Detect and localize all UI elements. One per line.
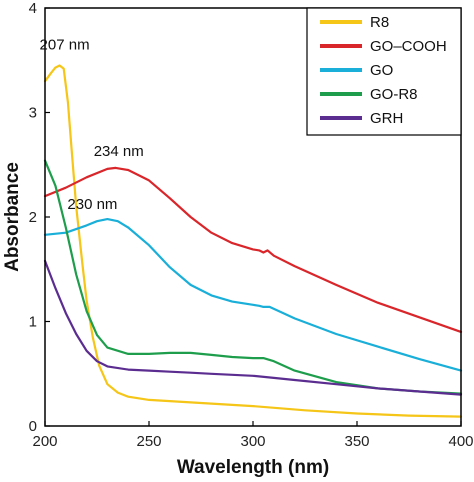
x-tick-label: 400 [448, 433, 473, 450]
peak-annotation: 207 nm [40, 36, 90, 53]
series-line-3 [43, 159, 463, 395]
series-line-1 [43, 166, 463, 333]
legend-label-2: GO [370, 62, 393, 79]
y-tick-label: 0 [29, 418, 37, 435]
legend-label-4: GRH [370, 110, 403, 127]
series-line-2 [43, 218, 463, 372]
legend-label-1: GO–COOH [370, 38, 447, 55]
y-tick-label: 1 [29, 314, 37, 331]
peak-annotation: 234 nm [94, 143, 144, 160]
legend-label-0: R8 [370, 14, 389, 31]
legend-label-3: GO-R8 [370, 86, 418, 103]
series-line-4 [43, 259, 463, 396]
x-tick-label: 350 [344, 433, 369, 450]
plot-lines [43, 64, 463, 418]
x-tick-label: 200 [32, 433, 57, 450]
y-tick-label: 4 [29, 0, 37, 17]
x-axis-title: Wavelength (nm) [177, 457, 329, 478]
peak-annotations: 207 nm 234 nm 230 nm [40, 36, 144, 213]
axis-ticks: 200 250 300 350 400 0 1 2 3 4 [29, 0, 474, 450]
series-line-0 [43, 64, 463, 418]
y-tick-label: 3 [29, 105, 37, 122]
legend: R8 GO–COOH GO GO-R8 GRH [306, 7, 462, 136]
peak-annotation: 230 nm [67, 196, 117, 213]
x-tick-label: 300 [240, 433, 265, 450]
y-tick-label: 2 [29, 209, 37, 226]
x-tick-label: 250 [136, 433, 161, 450]
y-axis-title: Absorbance [2, 162, 23, 272]
